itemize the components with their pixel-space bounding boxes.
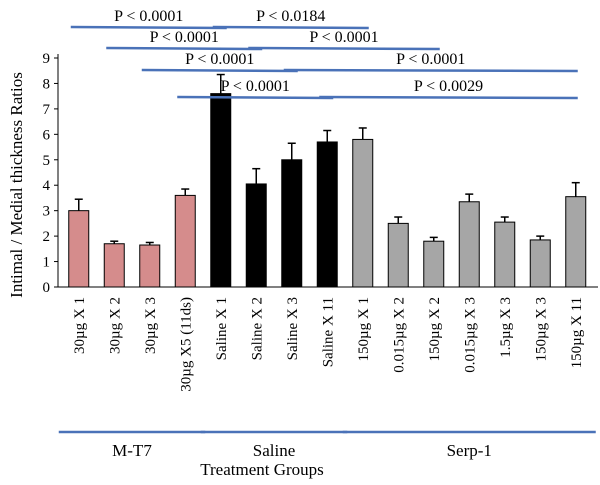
x-tick-label: Saline X 3 (285, 297, 301, 360)
y-tick-label: 5 (43, 153, 51, 169)
bar (423, 240, 445, 288)
y-tick-label: 3 (43, 204, 51, 220)
significance-line (106, 46, 263, 51)
x-tick-label: 0.015µg X 2 (391, 297, 407, 373)
y-tick-label: 7 (43, 102, 51, 118)
bar (352, 138, 374, 288)
bar (245, 183, 267, 288)
bar (565, 196, 587, 288)
y-tick-label: 4 (43, 178, 51, 194)
y-tick-label: 8 (43, 76, 51, 92)
bar (68, 210, 90, 288)
bar (103, 243, 125, 288)
p-value-label: P < 0.0184 (256, 8, 325, 25)
x-axis-label: Treatment Groups (200, 460, 324, 479)
p-value-label: P < 0.0029 (414, 78, 483, 95)
x-tick-label: 150µg X 11 (569, 297, 585, 368)
x-tick-label: 0.015µg X 3 (462, 297, 478, 373)
group-label: Serp-1 (447, 441, 492, 460)
significance-line (141, 68, 298, 73)
group-label: Saline (253, 441, 296, 460)
bar (174, 194, 196, 288)
significance-line (319, 95, 578, 100)
x-tick-labels: 30µg X 1 30µg X 2 30µg X 3 30µg X5 (11ds) Sa… (72, 297, 585, 392)
y-tick-label: 6 (43, 127, 51, 143)
significance-line (283, 68, 578, 73)
significance-line (70, 25, 227, 30)
bar (458, 201, 480, 288)
significance-line (212, 25, 369, 30)
y-tick-label: 1 (43, 255, 51, 271)
x-tick-label: 30µg X 1 (72, 297, 88, 354)
p-value-label: P < 0.0001 (185, 51, 254, 68)
x-tick-label: Saline X 11 (320, 297, 336, 367)
significance-line (177, 95, 334, 100)
y-tick-label: 2 (43, 229, 51, 245)
x-tick-label: 30µg X5 (11ds) (178, 297, 194, 392)
x-tick-label: 150µg X 2 (427, 297, 443, 361)
bar (139, 244, 161, 288)
p-value-label: P < 0.0001 (114, 8, 183, 25)
x-tick-label: Saline X 1 (214, 297, 230, 360)
bar (281, 159, 303, 288)
group-labels: M-T7 Saline Serp-1 (58, 430, 596, 460)
bar (316, 141, 338, 288)
significance-annotations: P < 0.0001 P < 0.0184 P < 0.0001 P < 0.0001… (70, 8, 578, 100)
significance-line (248, 46, 440, 51)
bar (210, 93, 232, 288)
group-label: M-T7 (112, 441, 152, 460)
y-tick-label: 0 (43, 280, 51, 296)
x-tick-label: 30µg X 3 (143, 297, 159, 354)
y-axis-label: Intimal / Medial thickness Ratios (7, 72, 26, 298)
bar (387, 222, 409, 288)
bar (494, 221, 516, 288)
bar (529, 239, 551, 288)
x-tick-label: 150µg X 3 (533, 297, 549, 361)
x-tick-label: 150µg X 1 (356, 297, 372, 361)
x-tick-label: 30µg X 2 (107, 297, 123, 354)
p-value-label: P < 0.0001 (309, 29, 378, 46)
p-value-label: P < 0.0001 (150, 29, 219, 46)
x-tick-label: Saline X 2 (249, 297, 265, 360)
p-value-label: P < 0.0001 (396, 51, 465, 68)
x-tick-label: 1.5µg X 3 (498, 297, 514, 358)
y-tick-label: 9 (43, 51, 51, 67)
bars (68, 73, 587, 288)
p-value-label: P < 0.0001 (221, 78, 290, 95)
